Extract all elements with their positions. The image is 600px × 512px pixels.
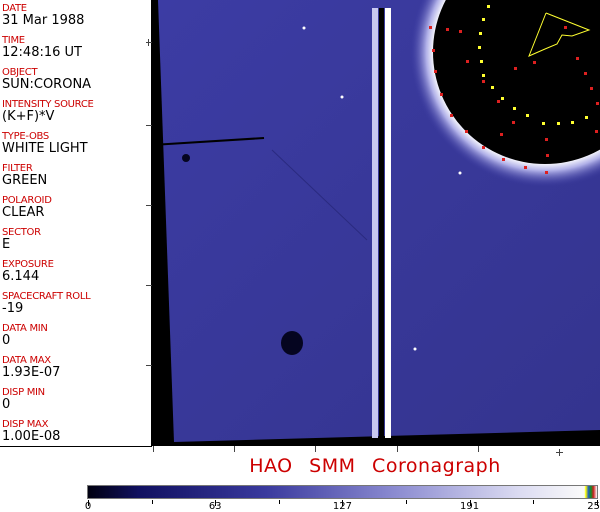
occulter-markers — [429, 5, 599, 174]
field-label: FILTER — [2, 163, 33, 174]
colorbar-tick-label: 0 — [84, 501, 92, 512]
field-label: INTENSITY SOURCE — [2, 99, 94, 110]
field-value: (K+F)*V — [2, 109, 55, 124]
colorbar-tick-label: 63 — [208, 501, 222, 512]
colorbar-tick — [151, 500, 153, 504]
colorbar-tick — [406, 500, 407, 504]
field-value: SUN:CORONA — [2, 77, 92, 92]
field-label: DATA MAX — [2, 355, 51, 366]
field-label: OBJECT — [2, 67, 38, 78]
colorbar-tick — [215, 500, 217, 506]
colorbar-tick — [342, 500, 344, 506]
colorbar-tick-label: 255 — [587, 501, 600, 512]
colorbar-tick-label: 191 — [460, 501, 480, 512]
field-value: 0 — [2, 333, 11, 348]
field-value: 1.00E-08 — [2, 429, 61, 444]
field-value: E — [2, 237, 11, 252]
field-label: DATE — [2, 3, 27, 14]
field-value: 1.93E-07 — [2, 365, 61, 380]
field-label: EXPOSURE — [2, 259, 54, 270]
field-label: SPACECRAFT ROLL — [2, 291, 91, 302]
field-value: CLEAR — [2, 205, 45, 220]
field-value: 0 — [2, 397, 11, 412]
field-value: WHITE LIGHT — [2, 141, 88, 156]
colorbar-tick-label: 127 — [332, 501, 352, 512]
colorbar-tick — [278, 500, 280, 504]
field-value: 6.144 — [2, 269, 40, 284]
field-label: DISP MAX — [2, 419, 49, 430]
colorbar-tick — [596, 500, 598, 506]
field-label: TYPE-OBS — [2, 131, 49, 142]
field-label: SECTOR — [2, 227, 41, 238]
field-value: 31 Mar 1988 — [2, 13, 85, 28]
colorbar — [87, 485, 598, 499]
field-label: DISP MIN — [2, 387, 45, 398]
field-value: 12:48:16 UT — [2, 45, 82, 60]
field-value: -19 — [2, 301, 24, 316]
metadata-panel: DATE 31 Mar 1988 TIME 12:48:16 UT OBJECT SUN:… — [0, 0, 152, 447]
colorbar-tick — [88, 500, 89, 506]
colorbar-tick — [469, 500, 471, 506]
field-label: POLAROID — [2, 195, 52, 206]
field-value: GREEN — [2, 173, 48, 188]
field-label: TIME — [2, 35, 25, 46]
colorbar-tick — [533, 500, 535, 504]
field-label: DATA MIN — [2, 323, 48, 334]
plot-title: HAO SMM Coronagraph — [249, 455, 501, 477]
coronagraph-image — [152, 0, 600, 446]
